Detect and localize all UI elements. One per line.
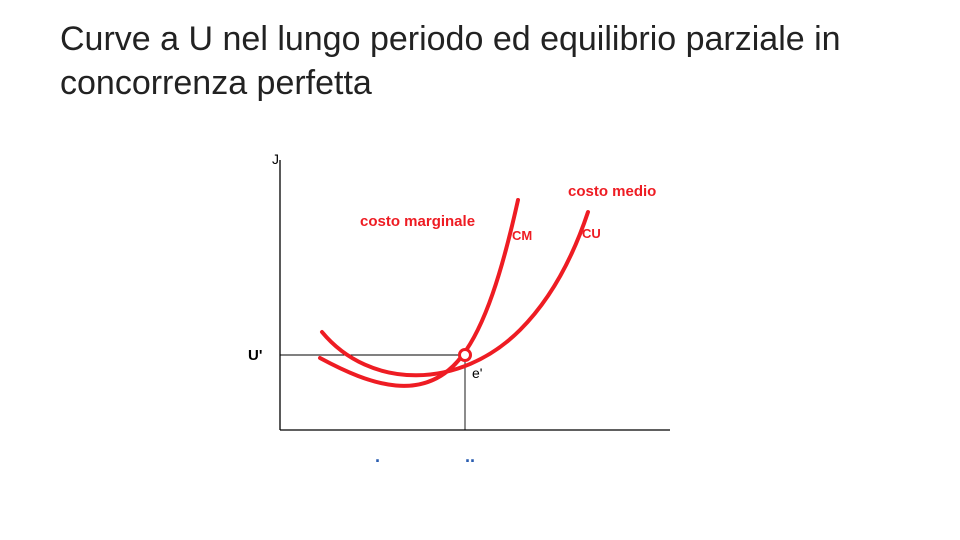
chart-svg: J costo marginale CM costo medio CU U' e…: [210, 160, 730, 480]
label-costo-marginale: costo marginale: [360, 213, 475, 230]
label-e-prime: e': [472, 365, 482, 381]
average-cost-curve: [322, 212, 588, 375]
bottom-tick-1: .: [375, 446, 380, 466]
label-u-prime: U': [248, 347, 262, 364]
y-axis-label: J: [272, 151, 279, 167]
cost-curves-chart: J costo marginale CM costo medio CU U' e…: [210, 160, 730, 480]
bottom-tick-2: ..: [465, 446, 475, 466]
label-cm-short: CM: [512, 228, 532, 243]
equilibrium-point: [460, 350, 471, 361]
slide-title: Curve a U nel lungo periodo ed equilibri…: [60, 18, 920, 105]
label-cu-short: CU: [582, 226, 601, 241]
label-costo-medio: costo medio: [568, 183, 656, 200]
